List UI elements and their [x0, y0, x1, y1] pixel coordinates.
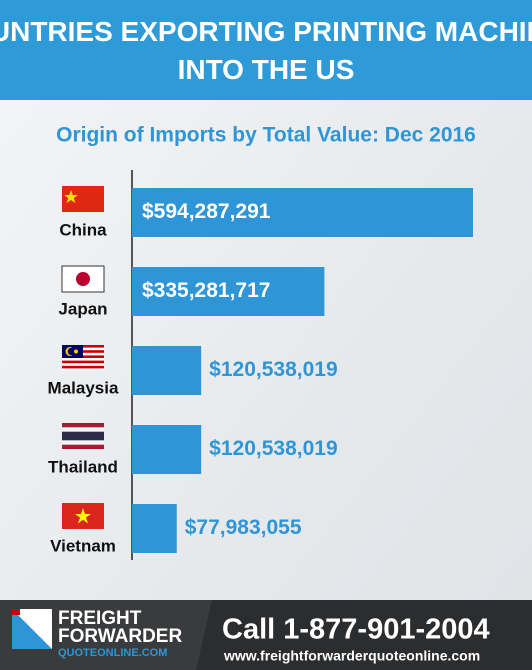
category-label: Malaysia: [48, 378, 119, 397]
logo-text: FORWARDER: [58, 626, 182, 647]
logo-icon: [12, 609, 52, 649]
bar: [132, 425, 202, 474]
bar: [132, 267, 325, 316]
chart-title: COUNTRIES EXPORTING PRINTING MACHINESINT…: [0, 16, 532, 85]
logo-text: FREIGHT: [58, 608, 142, 629]
flag-thailand: [62, 423, 104, 449]
value-label: $120,538,019: [209, 358, 337, 381]
bar: [132, 504, 177, 553]
value-label: $335,281,717: [142, 279, 270, 302]
chart-subtitle: Origin of Imports by Total Value: Dec 20…: [56, 124, 476, 147]
logo-text: QUOTEONLINE.COM: [58, 647, 167, 659]
category-label: Japan: [58, 299, 107, 318]
bar: [132, 346, 202, 395]
flag-china: [62, 186, 104, 212]
value-label: $77,983,055: [185, 516, 302, 539]
flag-vietnam: [62, 503, 104, 529]
flag-japan: [61, 265, 105, 293]
category-label: China: [59, 220, 107, 239]
phone[interactable]: Call 1-877-901-2004: [222, 614, 490, 646]
value-label: $120,538,019: [209, 437, 337, 460]
value-label: $594,287,291: [142, 200, 271, 223]
category-label: Vietnam: [50, 536, 116, 555]
footer-callout: [196, 600, 532, 670]
category-label: Thailand: [48, 457, 118, 476]
flag-malaysia: [62, 345, 104, 371]
bar: [132, 188, 473, 237]
website[interactable]: www.freightforwarderquoteonline.com: [223, 648, 480, 664]
header-band: [0, 0, 532, 100]
